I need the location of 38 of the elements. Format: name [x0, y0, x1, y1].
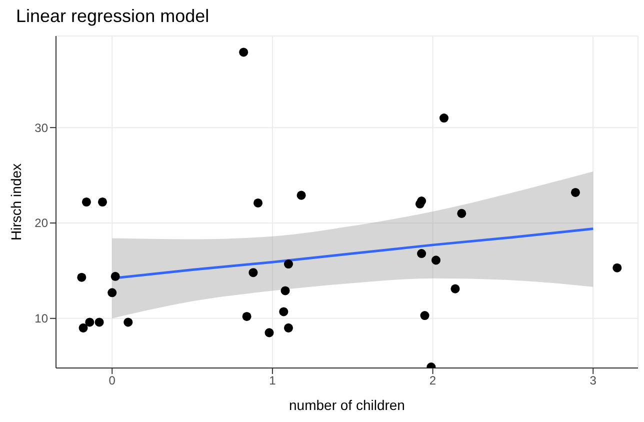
point — [279, 307, 288, 316]
point — [264, 328, 274, 338]
point — [280, 286, 290, 296]
point — [248, 268, 258, 278]
point — [110, 272, 120, 281]
y-tick-label: 10 — [34, 312, 48, 326]
point — [284, 323, 293, 332]
chart-title: Linear regression model — [16, 6, 210, 27]
x-tick-label: 1 — [269, 374, 276, 388]
point — [77, 272, 86, 282]
point — [457, 208, 466, 218]
point — [78, 323, 88, 332]
point — [98, 197, 108, 207]
y-tick-label: 30 — [34, 120, 48, 135]
x-axis-title: number of children — [289, 397, 405, 413]
y-tick-label: 20 — [34, 216, 48, 230]
point — [124, 318, 133, 327]
point — [420, 311, 430, 320]
point — [439, 114, 449, 123]
y-axis-title: Hirsch index — [8, 163, 24, 241]
point — [570, 188, 580, 197]
x-tick-label: 3 — [590, 374, 597, 388]
point — [242, 312, 252, 321]
point — [450, 284, 460, 294]
point — [284, 260, 293, 269]
x-tick-label: 0 — [108, 374, 116, 388]
point — [417, 196, 426, 206]
point — [431, 256, 440, 265]
point — [417, 249, 426, 258]
point — [82, 197, 91, 207]
point — [239, 48, 248, 57]
point — [296, 190, 306, 200]
x-tick-label: 2 — [429, 374, 436, 388]
point — [254, 198, 263, 208]
point — [94, 318, 104, 327]
point — [108, 288, 117, 298]
point — [612, 263, 622, 272]
point — [85, 318, 94, 327]
